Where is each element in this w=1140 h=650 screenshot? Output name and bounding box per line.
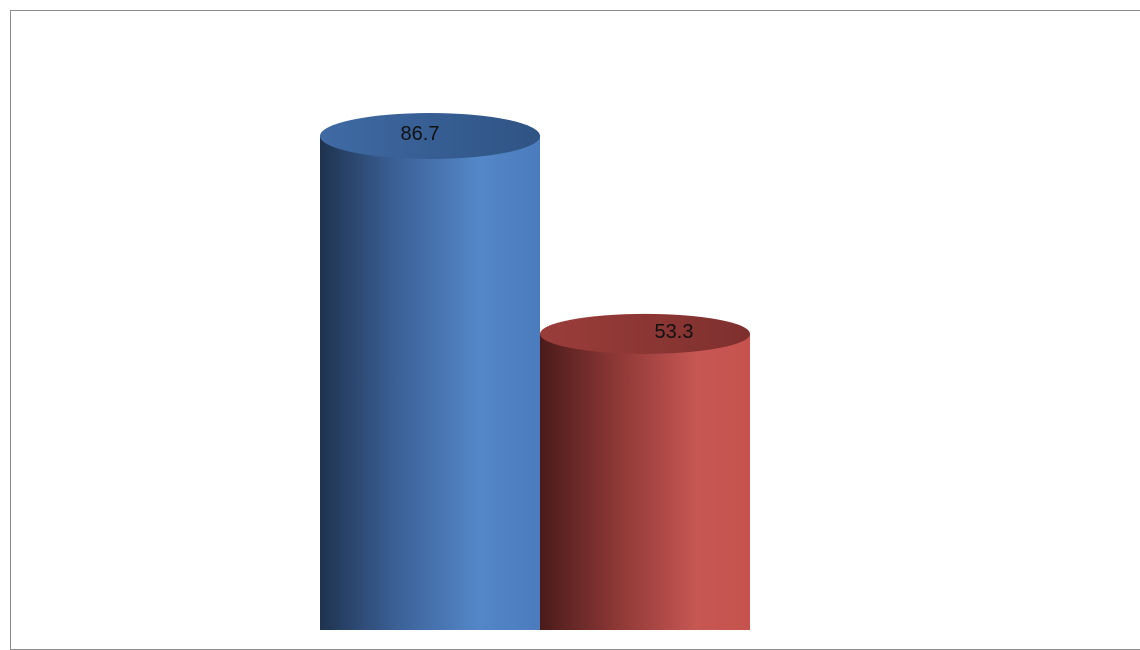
data-label-1: 86.7 [401,123,440,145]
cylinder-bar-chart: 86.7 53.3 [320,113,750,630]
cylinder-bar-2-body [540,333,750,630]
cylinder-bar-2-top [540,313,750,354]
cylinder-bar-1-body [320,136,540,630]
cylinder-bar-1-top [320,113,540,159]
data-label-2: 53.3 [655,321,694,343]
